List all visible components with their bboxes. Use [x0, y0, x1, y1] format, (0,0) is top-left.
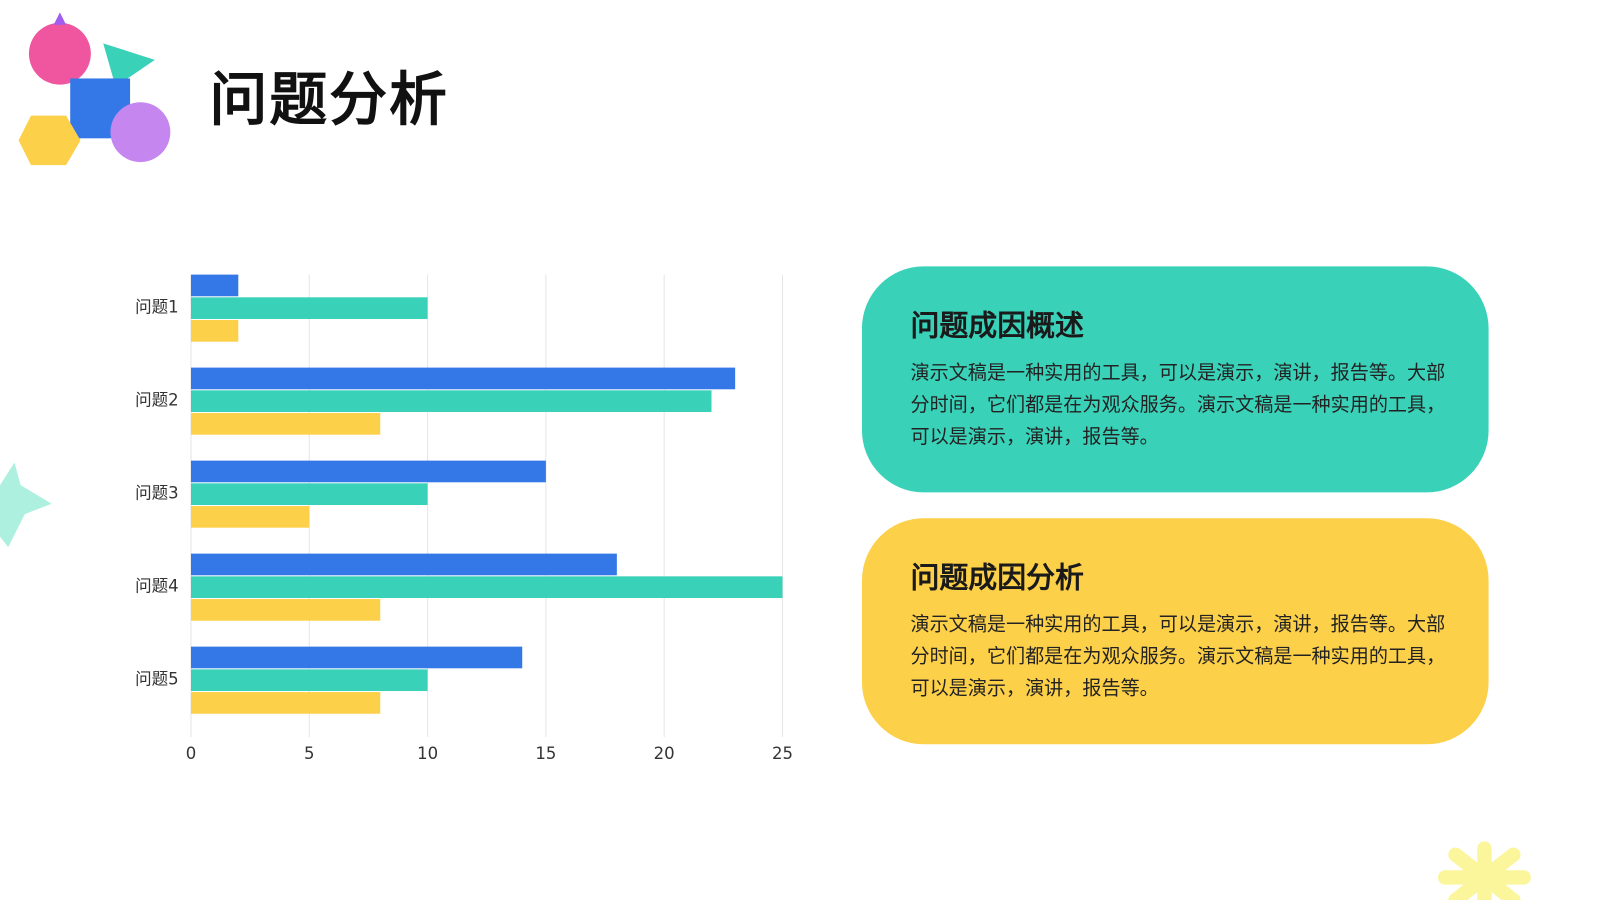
card-title: 问题成因分析	[910, 560, 1084, 595]
bar	[190, 320, 239, 342]
bar	[190, 646, 523, 669]
x-tick-label: 0	[186, 744, 197, 763]
x-tick-label: 15	[535, 744, 556, 763]
x-tick-label: 20	[654, 744, 675, 763]
bar	[190, 483, 428, 506]
y-tick-label: 问题2	[135, 391, 179, 410]
y-tick-label: 问题3	[135, 484, 179, 503]
bar	[190, 413, 381, 435]
x-tick-label: 10	[417, 744, 438, 763]
bar	[190, 692, 381, 714]
info-card: 问题成因分析 演示文稿是一种实用的工具，可以是演示，演讲，报告等。大部分时间，它…	[861, 518, 1489, 745]
bar	[190, 576, 783, 599]
bar	[190, 599, 381, 621]
bar	[190, 669, 428, 692]
card-body: 演示文稿是一种实用的工具，可以是演示，演讲，报告等。大部分时间，它们都是在为观众…	[910, 362, 1446, 449]
x-tick-label: 5	[304, 744, 314, 763]
bar	[190, 506, 310, 528]
bar	[190, 390, 712, 412]
page-title: 问题分析	[209, 67, 450, 135]
bar	[190, 460, 546, 483]
bar	[190, 367, 736, 390]
bar	[190, 274, 239, 297]
y-tick-label: 问题4	[135, 577, 179, 596]
y-tick-label: 问题5	[135, 670, 179, 689]
info-card: 问题成因概述 演示文稿是一种实用的工具，可以是演示，演讲，报告等。大部分时间，它…	[861, 266, 1489, 493]
x-tick-label: 25	[772, 744, 793, 763]
bar	[190, 297, 428, 319]
card-body: 演示文稿是一种实用的工具，可以是演示，演讲，报告等。大部分时间，它们都是在为观众…	[910, 614, 1446, 700]
bar	[190, 553, 617, 576]
card-title: 问题成因概述	[910, 308, 1084, 343]
decoration	[0, 12, 1531, 900]
y-tick-label: 问题1	[135, 298, 179, 317]
